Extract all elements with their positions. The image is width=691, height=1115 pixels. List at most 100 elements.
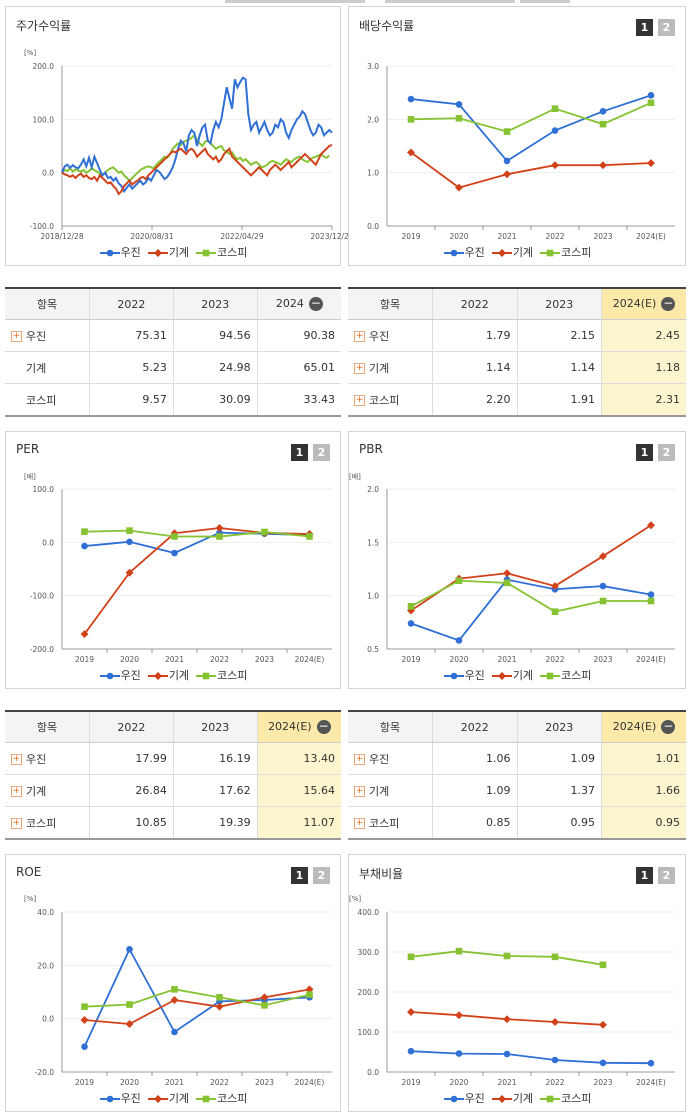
header-label: 2022 <box>117 297 146 311</box>
expand-icon[interactable]: + <box>11 331 22 342</box>
legend-item[interactable]: 우진 <box>443 667 485 683</box>
view-button-1[interactable]: 1 <box>636 444 653 461</box>
data-point <box>306 533 313 540</box>
cell-value: 2.45 <box>655 329 681 342</box>
legend-item[interactable]: 기계 <box>147 1090 189 1106</box>
collapse-icon[interactable]: − <box>316 719 331 734</box>
view-button-1[interactable]: 1 <box>291 444 308 461</box>
data-point <box>455 183 463 192</box>
view-button-1[interactable]: 1 <box>636 19 653 36</box>
legend-item[interactable]: 코스피 <box>195 244 247 260</box>
value-cell: 2.15 <box>516 319 602 352</box>
y-tick-label: 0.0 <box>42 1015 54 1024</box>
pbr-table: 항목 2022 2023 2024(E) − + 우진 1.06 1.09 1.01 + 기계 1.09… <box>348 710 686 840</box>
data-point <box>551 161 559 170</box>
y-tick-label: 0.0 <box>367 1068 379 1077</box>
legend-item[interactable]: 기계 <box>147 667 189 683</box>
view-button-1[interactable]: 1 <box>291 867 308 884</box>
row-label: 코스피 <box>26 393 57 407</box>
legend-marker <box>106 672 113 680</box>
legend-marker <box>546 1095 554 1103</box>
x-tick-label: 2020 <box>120 1078 139 1087</box>
legend-swatch <box>196 1095 217 1103</box>
cell-value: 94.56 <box>219 329 251 342</box>
legend-swatch <box>491 1095 512 1103</box>
data-point <box>455 1050 463 1057</box>
header-label: 2024 <box>275 297 304 310</box>
legend-item[interactable]: 기계 <box>147 244 189 260</box>
legend-item[interactable]: 기계 <box>491 244 533 260</box>
legend-item[interactable]: 코스피 <box>195 667 247 683</box>
table-row: + 우진 1.79 2.15 2.45 <box>348 319 686 352</box>
cell-value: 1.66 <box>655 784 681 797</box>
x-tick-label: 2023 <box>255 1078 274 1087</box>
expand-icon[interactable]: + <box>354 331 365 342</box>
legend-swatch <box>147 249 168 257</box>
legend-item[interactable]: 우진 <box>443 244 485 260</box>
expand-icon[interactable]: + <box>354 786 365 797</box>
view-button-1[interactable]: 1 <box>636 867 653 884</box>
data-point <box>126 1001 133 1008</box>
legend-item[interactable]: 기계 <box>491 1090 533 1106</box>
cell-value: 1.09 <box>486 784 511 797</box>
x-tick-label: 2021 <box>165 655 184 664</box>
row-label-cell: 기계 <box>5 351 90 384</box>
collapse-icon[interactable]: − <box>308 296 323 311</box>
per-panel: PER 1 2 [배] 100.0 0.0 -100.0 -200.0 2019 2020 2021… <box>5 431 341 689</box>
x-tick-label: 2021 <box>497 232 516 241</box>
view-button-2[interactable]: 2 <box>313 444 330 461</box>
expand-icon[interactable]: + <box>354 818 365 829</box>
legend-item[interactable]: 기계 <box>491 667 533 683</box>
stock-return-table: 항목 2022 2023 2024− + 우진 75.31 94.56 90.38 기계 5.23 2… <box>5 287 341 417</box>
view-button-2[interactable]: 2 <box>658 867 675 884</box>
x-tick-label: 2022 <box>210 1078 229 1087</box>
legend-item[interactable]: 우진 <box>99 1090 141 1106</box>
legend-item[interactable]: 코스피 <box>539 667 591 683</box>
collapse-icon[interactable]: − <box>661 296 676 311</box>
x-tick-label: 2020/08/31 <box>130 232 173 241</box>
y-tick-label: 2.0 <box>367 485 379 494</box>
value-cell: 33.43 <box>256 383 341 417</box>
data-point <box>647 159 655 168</box>
collapse-icon[interactable]: − <box>661 719 676 734</box>
legend-item[interactable]: 우진 <box>99 667 141 683</box>
legend-item[interactable]: 코스피 <box>539 244 591 260</box>
view-button-2[interactable]: 2 <box>658 19 675 36</box>
data-point <box>215 1002 224 1011</box>
legend-swatch <box>99 249 120 257</box>
legend-item[interactable]: 코스피 <box>195 1090 247 1106</box>
legend-item[interactable]: 코스피 <box>539 1090 591 1106</box>
data-point <box>455 1011 463 1020</box>
legend-item[interactable]: 우진 <box>443 1090 485 1106</box>
x-tick-label: 2019 <box>75 655 94 664</box>
legend-marker <box>450 672 457 680</box>
expand-icon[interactable]: + <box>354 754 365 765</box>
cell-value: 13.40 <box>303 752 336 765</box>
cell-value: 1.14 <box>486 361 511 374</box>
pbr-panel: PBR 1 2 [배] 2.0 1.5 1.0 0.5 2019 2020 2021 2022 2023… <box>348 431 686 689</box>
data-point <box>599 1020 607 1029</box>
expand-icon[interactable]: + <box>11 786 22 797</box>
row-label: 기계 <box>26 361 47 375</box>
column-header: 2022 <box>89 287 174 320</box>
expand-icon[interactable]: + <box>354 363 365 374</box>
data-point <box>81 528 88 535</box>
expand-icon[interactable]: + <box>11 818 22 829</box>
value-cell: 1.18 <box>601 351 686 384</box>
data-point <box>407 603 415 610</box>
y-tick-label: 3.0 <box>367 62 379 71</box>
data-point <box>551 127 559 134</box>
table-row: + 우진 75.31 94.56 90.38 <box>5 319 341 352</box>
view-button-2[interactable]: 2 <box>313 867 330 884</box>
unit-label: [배] <box>24 473 36 481</box>
legend-item[interactable]: 우진 <box>99 244 141 260</box>
data-point <box>81 542 88 550</box>
expand-icon[interactable]: + <box>354 395 365 406</box>
chart-svg: 3.0 2.0 1.0 0.0 2019 2020 2021 2022 2023 2024(E) <box>367 62 675 241</box>
cell-value: 26.84 <box>135 784 167 797</box>
cell-value: 0.85 <box>486 816 511 829</box>
expand-icon[interactable]: + <box>11 754 22 765</box>
value-cell: 0.95 <box>601 806 686 840</box>
cell-value: 15.64 <box>303 784 336 797</box>
view-button-2[interactable]: 2 <box>658 444 675 461</box>
